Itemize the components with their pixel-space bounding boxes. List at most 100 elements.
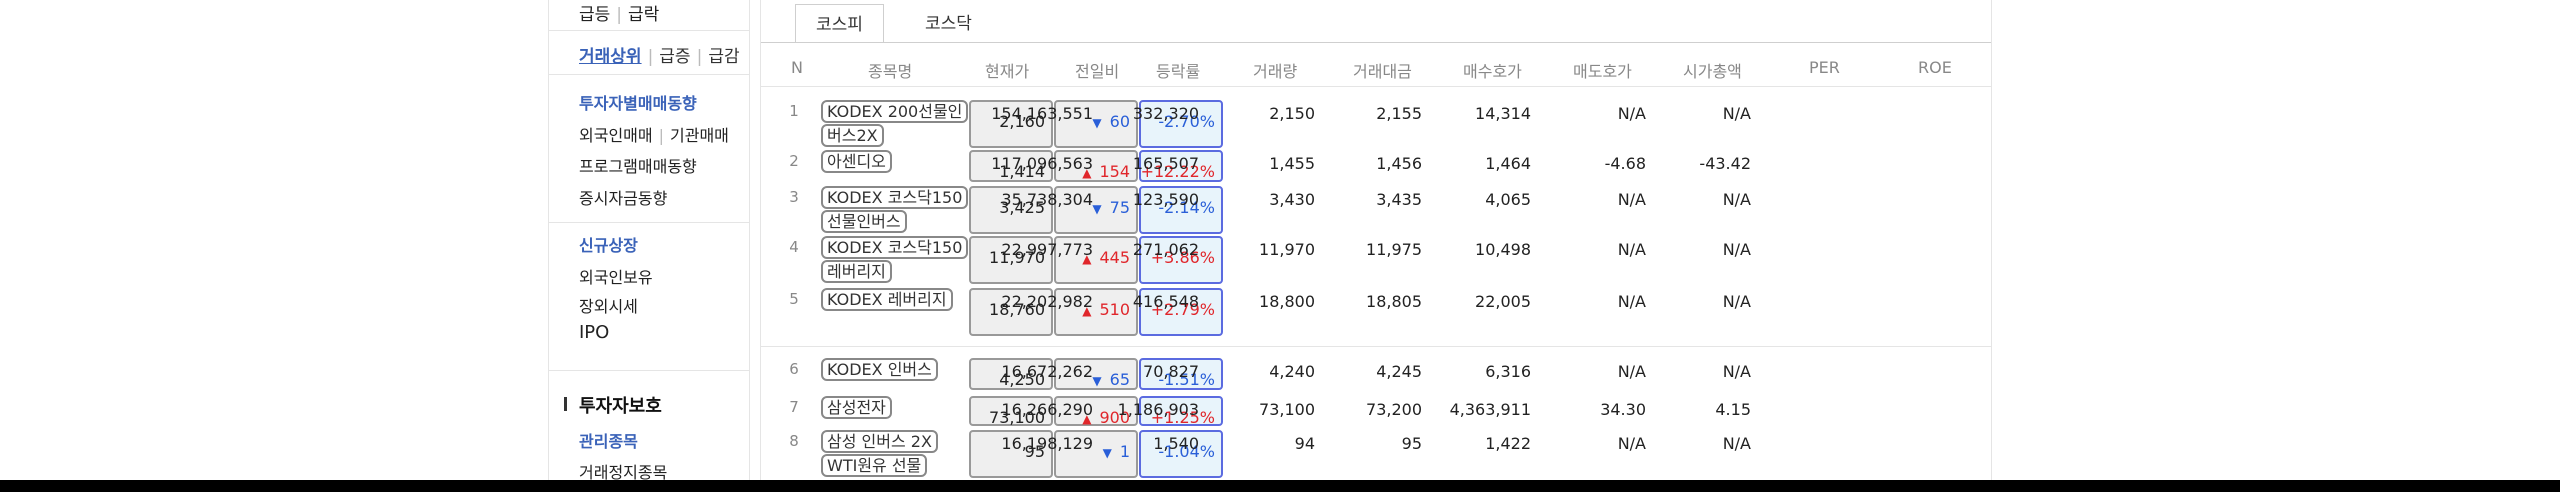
change-cell: ▼ 75	[1054, 186, 1138, 234]
up-arrow-icon: ▲	[1082, 412, 1092, 426]
row-number: 8	[789, 432, 799, 450]
down-arrow-icon: ▼	[1092, 374, 1102, 388]
roe: N/A	[1722, 240, 1751, 259]
stock-name: KODEX 레버리지	[821, 288, 953, 311]
roe: -43.42	[1699, 154, 1751, 173]
header-change[interactable]: 전일비	[1075, 62, 1120, 81]
current-price: 4,250	[999, 370, 1045, 389]
roe: N/A	[1722, 104, 1751, 123]
change-value: ▲ 445	[1082, 248, 1130, 267]
change-amount: 445	[1099, 248, 1130, 267]
per: N/A	[1617, 190, 1646, 209]
rate-cell: +3.86%	[1139, 236, 1223, 284]
volume: 22,997,773	[1001, 240, 1093, 259]
bid-price: 2,150	[1269, 104, 1315, 123]
sidebar-otc[interactable]: 장외시세	[579, 297, 638, 316]
link-inst-trading[interactable]: 기관매매	[670, 126, 729, 145]
sidebar-ipo[interactable]: IPO	[579, 322, 610, 343]
link-sharp-fall[interactable]: 급락	[628, 5, 660, 25]
roe: 4.15	[1715, 400, 1751, 419]
sidebar-market-funds[interactable]: 증시자금동향	[579, 189, 668, 208]
current-price: 95	[1024, 442, 1045, 461]
stock-name: KODEX 코스닥150레버리지	[821, 236, 969, 283]
header-name[interactable]: 종목명	[868, 62, 913, 81]
header-per[interactable]: PER	[1809, 58, 1840, 77]
volume: 22,202,982	[1001, 292, 1093, 311]
trade-value: 1,540	[1153, 434, 1199, 453]
link-top-volume[interactable]: 거래상위	[579, 47, 642, 67]
current-price: 2,160	[999, 112, 1045, 131]
stock-name: 아센디오	[821, 150, 892, 173]
current-price: 18,760	[989, 300, 1045, 319]
link-volume-drop[interactable]: 급감	[708, 47, 740, 67]
bid-price: 18,800	[1259, 292, 1315, 311]
volume: 117,096,563	[991, 154, 1093, 173]
row-number: 2	[789, 152, 799, 170]
bid-price: 4,240	[1269, 362, 1315, 381]
header-ask[interactable]: 매도호가	[1573, 62, 1632, 81]
tab-kospi[interactable]: 코스피	[795, 4, 884, 43]
sidebar-investor-trend[interactable]: 투자자별매매동향	[579, 94, 697, 113]
sidebar-foreign-holding[interactable]: 외국인보유	[579, 268, 653, 287]
sidebar-suspended-stocks[interactable]: 거래정지종목	[579, 463, 668, 482]
per: N/A	[1617, 104, 1646, 123]
stock-name-link[interactable]: 삼성 인버스 2X WTI원유 선물	[821, 430, 965, 478]
stock-name: 삼성 인버스 2X WTI원유 선물	[821, 430, 938, 477]
change-cell: ▲ 154	[1054, 150, 1138, 182]
table-row: 6 KODEX 인버스 4,250 ▼ 65 -1.51% 16,672,262 70,827…	[761, 358, 1991, 390]
sidebar-program-trading[interactable]: 프로그램매매동향	[579, 157, 697, 176]
change-amount: 75	[1109, 198, 1130, 217]
down-arrow-icon: ▼	[1092, 202, 1102, 216]
divider	[549, 370, 749, 371]
trade-value: 1,186,903	[1117, 400, 1199, 419]
header-trade-value[interactable]: 거래대금	[1353, 62, 1412, 81]
roe: N/A	[1722, 190, 1751, 209]
header-volume[interactable]: 거래량	[1253, 62, 1298, 81]
stock-name-link[interactable]: KODEX 코스닥150레버리지	[821, 236, 969, 284]
bid-price: 73,100	[1259, 400, 1315, 419]
stock-name: KODEX 코스닥150선물인버스	[821, 186, 969, 233]
volume: 16,672,262	[1001, 362, 1093, 381]
current-price: 11,970	[989, 248, 1045, 267]
table-row: 3 KODEX 코스닥150선물인버스 3,425 ▼ 75 -2.14% 35,738,3…	[761, 186, 1991, 234]
stock-name-link[interactable]: KODEX 200선물인버스2X	[821, 100, 969, 148]
link-volume-surge[interactable]: 급증	[659, 47, 691, 67]
sidebar-rank-links: 거래상위 | 급증 | 급감	[579, 47, 740, 67]
header-bid[interactable]: 매수호가	[1463, 62, 1522, 81]
table-row: 2 아센디오 1,414 ▲ 154 +12.22% 117,096,563 165,507 1…	[761, 150, 1991, 182]
stock-name-link[interactable]: KODEX 인버스	[821, 358, 965, 382]
link-sharp-rise[interactable]: 급등	[579, 5, 611, 25]
change-amount: 510	[1099, 300, 1130, 319]
market-cap: 1,464	[1485, 154, 1531, 173]
sidebar-new-listing[interactable]: 신규상장	[579, 236, 638, 255]
market-cap: 14,314	[1475, 104, 1531, 123]
stock-name-link[interactable]: KODEX 레버리지	[821, 288, 965, 312]
change-value: ▲ 900	[1082, 408, 1130, 427]
divider	[549, 30, 749, 31]
sidebar-managed-stocks[interactable]: 관리종목	[579, 432, 638, 451]
change-rate: +3.86%	[1150, 248, 1215, 267]
change-value: ▼ 60	[1092, 112, 1130, 131]
stock-name-link[interactable]: 삼성전자	[821, 396, 965, 420]
link-foreign-trading[interactable]: 외국인매매	[579, 126, 653, 145]
price-cell: 4,250	[969, 358, 1053, 390]
price-cell: 18,760	[969, 288, 1053, 336]
stock-name: KODEX 인버스	[821, 358, 938, 381]
market-cap: 10,498	[1475, 240, 1531, 259]
tab-kosdaq[interactable]: 코스닥	[925, 14, 972, 34]
down-arrow-icon: ▼	[1102, 446, 1112, 460]
bid-price: 11,970	[1259, 240, 1315, 259]
market-cap: 22,005	[1475, 292, 1531, 311]
change-amount: 65	[1109, 370, 1130, 389]
up-arrow-icon: ▲	[1082, 166, 1092, 180]
stock-name-link[interactable]: 아센디오	[821, 150, 965, 174]
header-price[interactable]: 현재가	[985, 62, 1030, 81]
header-rate[interactable]: 등락률	[1156, 62, 1201, 81]
change-value: ▲ 154	[1082, 162, 1130, 181]
main-content: 코스피 코스닥 N 종목명 현재가 전일비 등락률 거래량 거래대금 매수호가 …	[760, 0, 1992, 480]
header-roe[interactable]: ROE	[1918, 58, 1952, 77]
header-market-cap[interactable]: 시가총액	[1683, 62, 1742, 81]
row-number: 4	[789, 238, 799, 256]
stock-name-link[interactable]: KODEX 코스닥150선물인버스	[821, 186, 969, 234]
price-cell: 95	[969, 430, 1053, 478]
